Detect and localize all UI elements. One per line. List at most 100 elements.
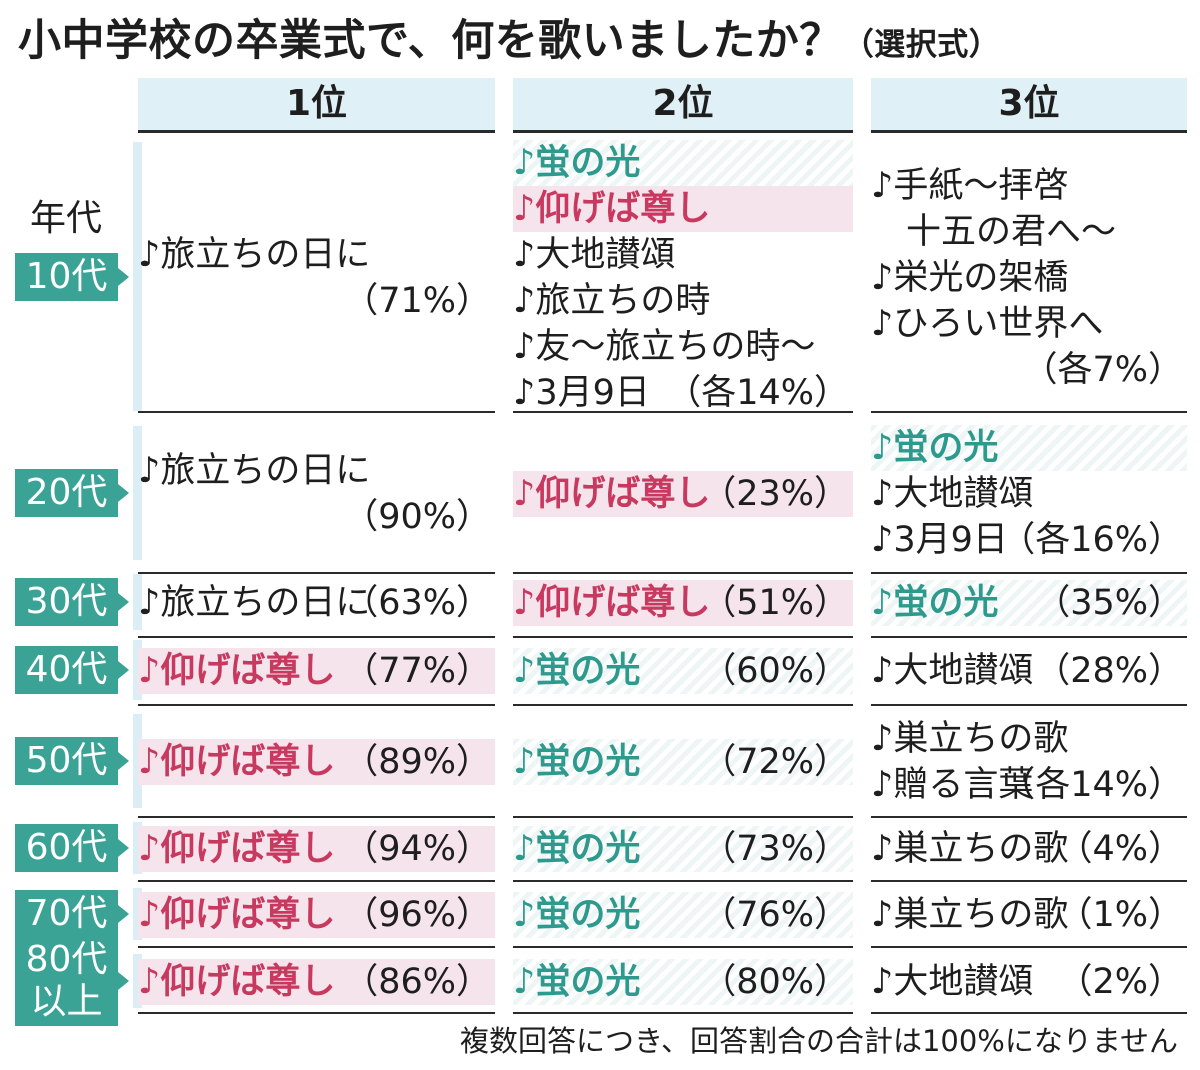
ranking-cell: ♪蛍の光 ♪大地讃頌 ♪3月9日 （各16%） — [871, 425, 1187, 563]
header-rank-1: 1位 — [138, 78, 495, 133]
song-name: ♪大地讃頌 — [871, 962, 1034, 1002]
percentage: （77%） — [343, 651, 491, 691]
song-title: ♪蛍の光 （72%） — [513, 739, 853, 785]
header-rank-2: 2位 — [513, 78, 853, 133]
generation-tab: 10代 — [15, 253, 129, 301]
song-title: ♪栄光の架橋 — [871, 255, 1187, 301]
percentage: （76%） — [701, 895, 849, 935]
percentage: （4%） — [1057, 829, 1183, 869]
row-divider — [871, 636, 1187, 638]
song-name: ♪手紙〜拝啓 — [871, 166, 1069, 206]
row-bar — [133, 574, 142, 630]
row-divider — [871, 880, 1187, 882]
percentage: （73%） — [701, 829, 849, 869]
ranking-cell: ♪蛍の光 （72%） — [513, 739, 853, 785]
percentage: （94%） — [343, 829, 491, 869]
song-title: ♪仰げば尊し （86%） — [138, 959, 495, 1005]
generation-tab: 50代 — [15, 737, 129, 785]
song-name: ♪巣立ちの歌 — [871, 895, 1069, 935]
song-name: ♪大地讃頌 — [513, 235, 676, 275]
song-name: ♪蛍の光 — [513, 742, 641, 782]
song-title: ♪巣立ちの歌 — [871, 716, 1187, 762]
song-title: ♪仰げば尊し （89%） — [138, 739, 495, 785]
song-title: ♪蛍の光 — [871, 425, 1187, 471]
ranking-cell: ♪仰げば尊し （51%） — [513, 580, 853, 626]
row-bar — [133, 888, 142, 940]
song-title: ♪贈る言葉 （各14%） — [871, 762, 1187, 808]
ranking-cell: ♪蛍の光 （76%） — [513, 892, 853, 938]
generation-label: 40代 — [25, 649, 108, 690]
ranking-cell: ♪旅立ちの日に （90%） — [138, 448, 495, 540]
percentage: （各14%） — [666, 373, 849, 413]
generation-tab: 30代 — [15, 578, 129, 626]
song-title: ♪蛍の光 （35%） — [871, 580, 1187, 626]
row-divider — [871, 1012, 1187, 1014]
row-divider — [138, 1012, 495, 1014]
ranking-cell: ♪手紙〜拝啓 十五の君へ〜 ♪栄光の架橋 ♪ひろい世界へ （各7%） — [871, 163, 1187, 393]
song-name: ♪仰げば尊し — [513, 189, 711, 229]
song-title: ♪蛍の光 （80%） — [513, 959, 853, 1005]
song-name: ♪仰げば尊し — [138, 829, 336, 869]
song-title: ♪旅立ちの日に — [138, 232, 495, 278]
song-name: ♪蛍の光 — [871, 428, 999, 468]
percentage: （63%） — [343, 583, 491, 623]
song-title: ♪大地讃頌 — [513, 232, 853, 278]
header-rank-3: 3位 — [871, 78, 1187, 133]
generation-label: 70代 — [25, 893, 108, 934]
song-title: ♪蛍の光 — [513, 140, 853, 186]
percentage: （35%） — [1035, 583, 1183, 623]
row-bar — [133, 142, 142, 411]
ranking-cell: ♪仰げば尊し （94%） — [138, 826, 495, 872]
song-title: ♪大地讃頌 （28%） — [871, 648, 1187, 694]
song-title: ♪仰げば尊し （94%） — [138, 826, 495, 872]
song-name: ♪蛍の光 — [513, 895, 641, 935]
song-title: ♪仰げば尊し — [513, 186, 853, 232]
song-name: ♪3月9日 — [513, 373, 650, 413]
song-name: ♪巣立ちの歌 — [871, 829, 1069, 869]
generation-tab: 60代 — [15, 824, 129, 872]
generation-tab: 20代 — [15, 469, 129, 517]
song-name: ♪蛍の光 — [513, 651, 641, 691]
song-title: ♪3月9日 （各14%） — [513, 370, 853, 416]
ranking-cell: ♪巣立ちの歌 （4%） — [871, 826, 1187, 872]
percentage: （各7%） — [1022, 350, 1183, 390]
song-title: ♪仰げば尊し （23%） — [513, 471, 853, 517]
row-divider — [513, 411, 853, 413]
generation-label: 30代 — [25, 581, 108, 622]
song-title: ♪3月9日 （各16%） — [871, 517, 1187, 563]
title-main: 小中学校の卒業式で、何を歌いましたか？ — [18, 16, 843, 66]
percentage: （90%） — [343, 497, 491, 537]
generation-header: 年代 — [29, 198, 102, 239]
row-divider — [138, 411, 495, 413]
song-name: ♪蛍の光 — [513, 143, 641, 183]
percentage: （1%） — [1057, 895, 1183, 935]
song-name: ♪友〜旅立ちの時〜 — [513, 327, 816, 367]
song-title: ♪手紙〜拝啓 — [871, 163, 1187, 209]
ranking-cell: ♪蛍の光 （60%） — [513, 648, 853, 694]
ranking-cell: ♪仰げば尊し （23%） — [513, 471, 853, 517]
song-name: ♪旅立ちの日に — [138, 451, 371, 491]
row-divider — [871, 816, 1187, 818]
percentage: （23%） — [701, 474, 849, 514]
percentage: （28%） — [1035, 651, 1183, 691]
song-title: ♪大地讃頌 （2%） — [871, 959, 1187, 1005]
generation-label: 50代 — [25, 740, 108, 781]
generation-label: 60代 — [25, 827, 108, 868]
generation-tab: 80代 以上 — [15, 936, 129, 1026]
title-subtitle: （選択式） — [842, 27, 1001, 63]
song-title: ♪巣立ちの歌 （4%） — [871, 826, 1187, 872]
song-title: ♪仰げば尊し （51%） — [513, 580, 853, 626]
song-title-continued: 十五の君へ〜 — [871, 212, 1117, 252]
row-divider — [871, 946, 1187, 948]
song-name: ♪ひろい世界へ — [871, 304, 1104, 344]
row-bar — [133, 714, 142, 808]
song-title: ♪旅立ちの時 — [513, 278, 853, 324]
song-name: ♪大地讃頌 — [871, 651, 1034, 691]
percentage: （86%） — [343, 962, 491, 1002]
generation-label: 80代 — [25, 939, 108, 980]
percentage: （89%） — [343, 742, 491, 782]
percentage: （96%） — [343, 895, 491, 935]
row-divider — [871, 704, 1187, 706]
ranking-cell: ♪蛍の光 （80%） — [513, 959, 853, 1005]
percentage: （72%） — [701, 742, 849, 782]
